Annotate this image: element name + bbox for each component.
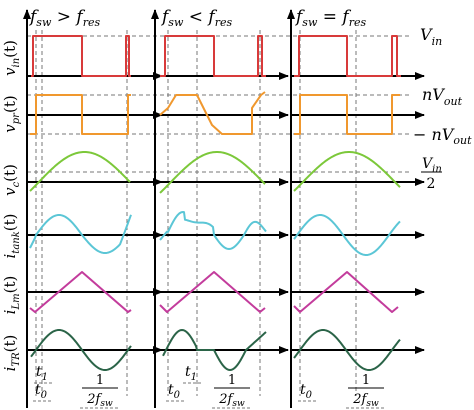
vpr-waveform bbox=[30, 94, 131, 135]
half-period-label: 1 2fsw bbox=[212, 373, 252, 409]
itr-waveform bbox=[30, 329, 132, 371]
vc-waveform bbox=[159, 151, 266, 194]
ilm-waveform bbox=[293, 271, 399, 313]
itr-waveform bbox=[293, 329, 401, 371]
svg-text:2fsw: 2fsw bbox=[86, 392, 113, 409]
dashed-guides bbox=[27, 30, 410, 396]
itank-waveform bbox=[29, 214, 132, 254]
column-title-3: fsw = fres bbox=[294, 7, 366, 29]
itank-waveform bbox=[293, 214, 401, 256]
half-vin-denominator: 2 bbox=[427, 176, 436, 192]
vin-waveform bbox=[294, 35, 401, 77]
row-labels: vin(t) vpr(t) vc(t) itank(t) iLm(t) iTR(t) bbox=[1, 40, 22, 371]
vin-waveform bbox=[31, 35, 131, 77]
vertical-axes bbox=[23, 9, 295, 408]
column-title-2: fsw < fres bbox=[160, 7, 232, 29]
row-label: iTR(t) bbox=[1, 335, 22, 372]
svg-text:iLm(t): iLm(t) bbox=[1, 276, 22, 315]
svg-text:itank(t): itank(t) bbox=[1, 213, 22, 258]
row-label: vpr(t) bbox=[1, 95, 22, 132]
itr-waveform bbox=[162, 329, 267, 371]
svg-text:vpr(t): vpr(t) bbox=[1, 95, 22, 132]
t1-label: t1 bbox=[185, 364, 197, 383]
t0-label: t0 bbox=[168, 382, 181, 401]
half-vin-numerator: Vin bbox=[422, 156, 442, 175]
svg-text:2fsw: 2fsw bbox=[352, 392, 379, 409]
vc-waveform bbox=[29, 151, 131, 192]
t0-label: t0 bbox=[300, 382, 313, 401]
time-axes bbox=[27, 72, 425, 354]
half-period-label: 1 2fsw bbox=[346, 373, 386, 409]
ilm-waveform bbox=[29, 271, 132, 313]
vin-waveform bbox=[160, 35, 266, 77]
column-title-1: fsw > fres bbox=[28, 7, 100, 29]
row-label: iLm(t) bbox=[1, 276, 22, 315]
svg-text:2fsw: 2fsw bbox=[218, 392, 245, 409]
row-label: vin(t) bbox=[1, 40, 22, 76]
t0-label: t0 bbox=[35, 382, 48, 401]
svg-text:vc(t): vc(t) bbox=[1, 164, 22, 196]
svg-text:vin(t): vin(t) bbox=[1, 40, 22, 76]
ilm-waveform bbox=[159, 271, 266, 313]
svg-text:1: 1 bbox=[96, 373, 104, 388]
vc-waveform bbox=[293, 151, 401, 192]
waveforms bbox=[29, 35, 401, 371]
npos-level-label: nVout bbox=[422, 85, 463, 108]
half-period-label: 1 2fsw bbox=[80, 373, 120, 409]
nneg-level-label: − nVout bbox=[413, 125, 472, 147]
vin-level-label: Vin bbox=[420, 25, 442, 48]
svg-text:1: 1 bbox=[228, 373, 236, 388]
itank-waveform bbox=[159, 211, 267, 250]
svg-text:iTR(t): iTR(t) bbox=[1, 335, 22, 372]
vpr-waveform bbox=[159, 91, 266, 135]
t1-label: t1 bbox=[36, 364, 48, 383]
vpr-waveform bbox=[294, 94, 400, 135]
row-label: itank(t) bbox=[1, 213, 22, 258]
row-label: vc(t) bbox=[1, 164, 22, 196]
svg-text:1: 1 bbox=[362, 373, 370, 388]
